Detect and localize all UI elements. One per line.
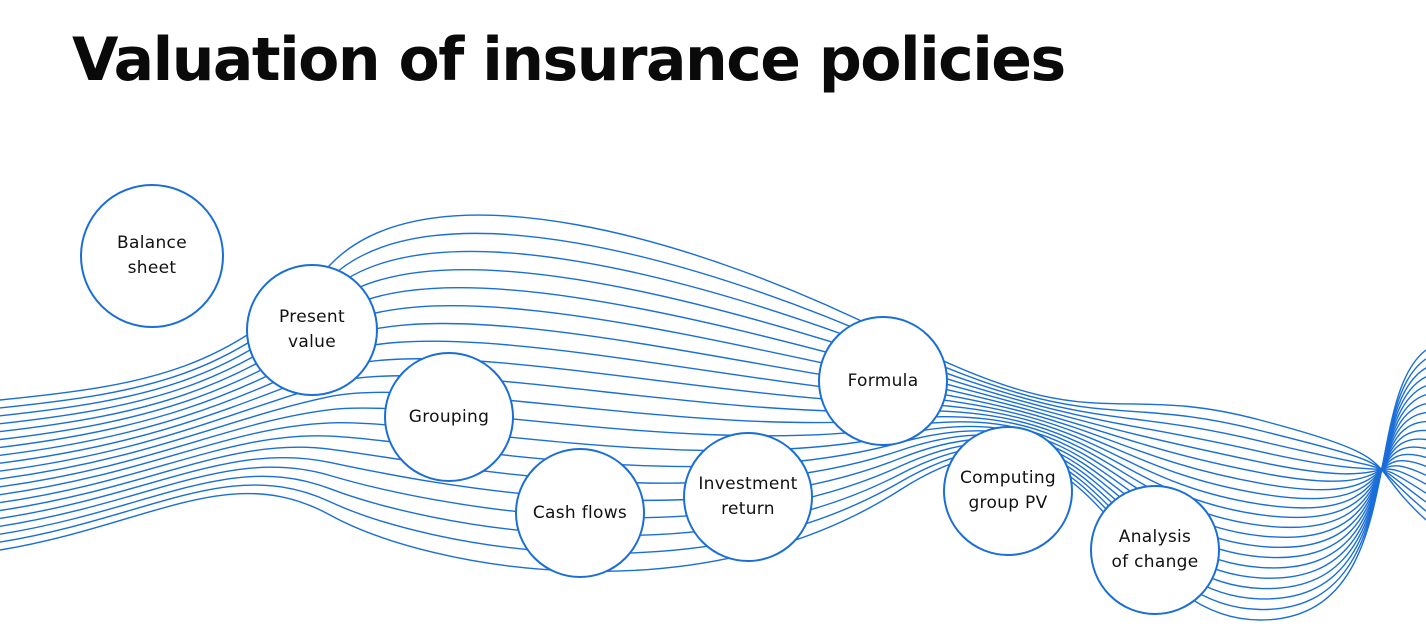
wave-line: [0, 358, 1426, 611]
node-label: Formula: [847, 370, 919, 391]
node-label: Investment return: [698, 474, 798, 519]
node-label: Balance sheet: [117, 233, 187, 278]
node-formula[interactable]: Formula: [818, 316, 948, 446]
node-label: Present value: [279, 307, 345, 352]
node-cash-flows[interactable]: Cash flows: [515, 448, 645, 578]
node-label: Grouping: [408, 406, 490, 427]
wave-line: [0, 250, 1426, 503]
page-title: Valuation of insurance policies: [72, 25, 1066, 95]
node-balance-sheet[interactable]: Balance sheet: [80, 184, 224, 328]
node-analysis-of-change[interactable]: Analysis of change: [1090, 485, 1220, 615]
node-computing-group-pv[interactable]: Computing group PV: [943, 426, 1073, 556]
node-grouping[interactable]: Grouping: [384, 352, 514, 482]
node-label: Cash flows: [532, 502, 628, 523]
wave-line: [0, 385, 1426, 579]
node-label: Analysis of change: [1111, 527, 1199, 572]
wave-line: [0, 394, 1426, 569]
node-present-value[interactable]: Present value: [246, 264, 378, 396]
node-label: Computing group PV: [959, 468, 1057, 513]
wave-line: [0, 376, 1426, 590]
node-investment-return[interactable]: Investment return: [683, 432, 813, 562]
wave-line: [0, 349, 1426, 621]
wave-line: [0, 367, 1426, 600]
